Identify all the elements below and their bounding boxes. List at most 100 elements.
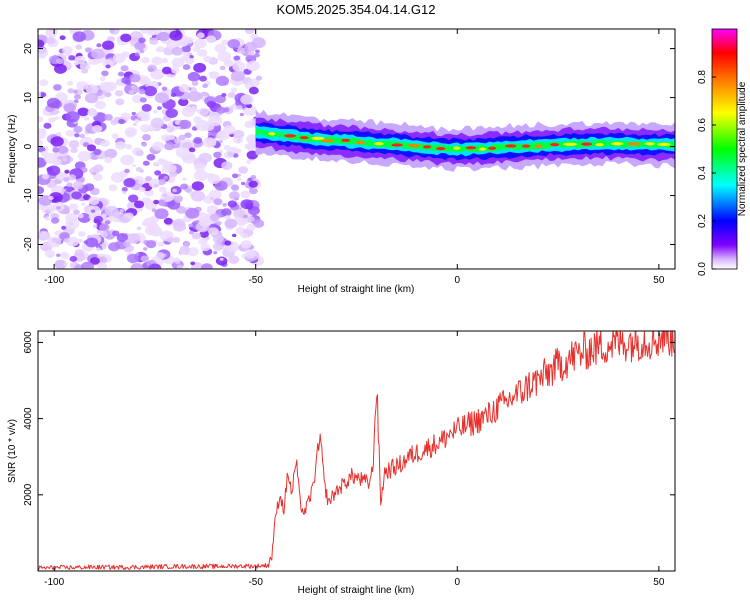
ridge-peak	[408, 143, 421, 148]
noise-speck	[138, 186, 146, 193]
noise-speck	[97, 256, 107, 264]
noise-speck	[114, 141, 127, 150]
noise-speck	[96, 229, 102, 234]
ridge-peak	[505, 144, 517, 148]
noise-speck	[100, 231, 109, 238]
noise-speck	[178, 83, 190, 93]
noise-speck	[68, 203, 79, 211]
noise-speck	[216, 220, 222, 226]
noise-speck	[104, 220, 111, 225]
noise-speckle-region	[38, 29, 266, 269]
colorbar-tick-label: 0.8	[697, 70, 708, 84]
ridge-peak	[550, 143, 560, 147]
noise-speck	[148, 263, 162, 269]
noise-speck	[73, 125, 83, 133]
noise-speck	[191, 80, 199, 86]
noise-speck	[147, 29, 157, 36]
noise-speck	[187, 91, 202, 102]
noise-speck	[166, 127, 171, 131]
noise-speck	[92, 125, 103, 133]
noise-speck	[153, 109, 158, 114]
noise-speck	[59, 35, 66, 40]
noise-speck	[141, 221, 148, 226]
noise-speck	[233, 129, 245, 139]
noise-speck	[161, 86, 168, 91]
noise-speck	[161, 165, 172, 173]
noise-speck	[44, 249, 56, 258]
noise-speck	[157, 31, 170, 42]
noise-speck	[187, 71, 201, 82]
noise-speck	[227, 151, 235, 157]
noise-speck	[82, 142, 90, 147]
noise-speck	[38, 139, 43, 147]
noise-speck	[148, 226, 163, 237]
noise-speck	[54, 259, 67, 269]
bottom-x-axis: -100 -50 0 50	[44, 331, 665, 588]
noise-speck	[236, 47, 246, 54]
noise-speck	[67, 174, 77, 181]
noise-speck	[142, 133, 151, 141]
ridge-peak	[465, 146, 477, 150]
noise-speck	[134, 118, 140, 124]
noise-speck	[99, 223, 110, 232]
noise-speck	[252, 219, 265, 228]
noise-speck	[219, 65, 226, 71]
noise-speck	[101, 246, 107, 250]
ridge-peak	[341, 138, 351, 143]
noise-speck	[171, 46, 184, 56]
noise-speck	[133, 122, 137, 126]
noise-speck	[105, 64, 111, 69]
noise-speck	[213, 151, 222, 159]
noise-speck	[46, 166, 53, 172]
noise-speck	[63, 102, 76, 113]
noise-speck	[244, 29, 255, 35]
noise-speck	[76, 81, 89, 90]
x-tick-label: 50	[653, 577, 665, 588]
noise-speck	[170, 92, 177, 98]
noise-speck	[158, 180, 165, 186]
noise-speck	[224, 240, 232, 246]
noise-speck	[114, 89, 124, 97]
ridge-peak	[268, 132, 276, 136]
noise-speck	[65, 111, 80, 123]
noise-speck	[198, 107, 210, 117]
ridge-peak	[563, 142, 577, 146]
snr-series-line	[38, 331, 675, 571]
noise-speck	[246, 150, 258, 160]
noise-speck	[77, 238, 83, 243]
ridge-band	[255, 124, 675, 157]
noise-speck	[180, 55, 188, 62]
noise-speck	[38, 47, 49, 59]
noise-speck	[94, 100, 106, 110]
noise-speck	[104, 91, 112, 98]
noise-speck	[132, 164, 137, 168]
noise-speck	[120, 65, 129, 72]
noise-speck	[246, 160, 252, 164]
noise-speck	[230, 184, 240, 191]
noise-speck	[243, 214, 248, 219]
noise-speck	[237, 177, 242, 181]
noise-speck	[247, 177, 253, 182]
noise-speck	[153, 199, 160, 205]
noise-speck	[157, 241, 165, 247]
noise-speck	[61, 225, 67, 230]
noise-speck	[118, 118, 125, 125]
noise-speck	[72, 31, 87, 42]
noise-speck	[38, 39, 45, 49]
noise-speck	[198, 217, 212, 228]
noise-speck	[140, 255, 150, 263]
noise-speck	[240, 199, 254, 210]
noise-speck	[63, 262, 69, 266]
noise-speck	[212, 242, 224, 251]
noise-speck	[184, 132, 192, 138]
noise-speck	[101, 213, 107, 218]
noise-speck	[46, 97, 61, 109]
noise-speck	[91, 48, 105, 60]
noise-speck	[198, 237, 208, 246]
noise-speck	[145, 240, 157, 249]
noise-speck	[134, 52, 140, 57]
noise-speck	[172, 218, 186, 229]
noise-speck	[244, 250, 256, 259]
noise-speck	[215, 256, 228, 266]
